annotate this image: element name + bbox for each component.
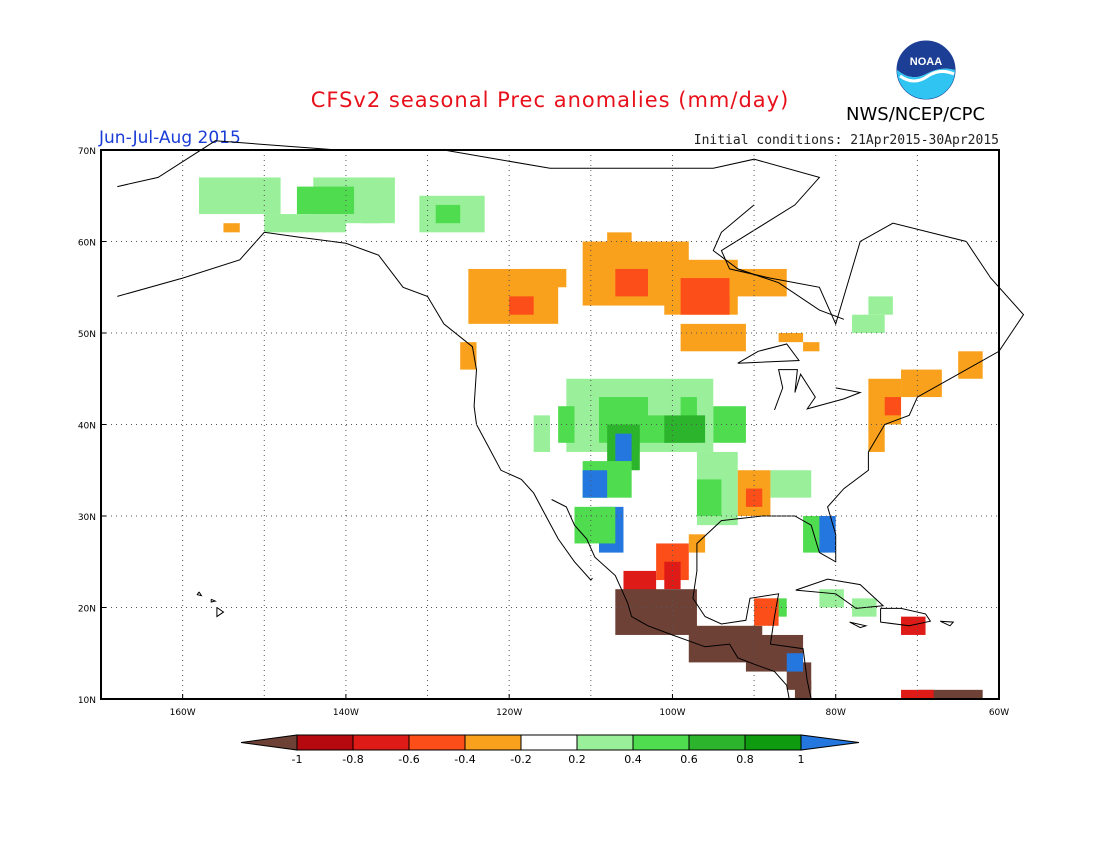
latitude-labels: 70N 60N 50N 40N 30N 20N 10N xyxy=(78,147,106,706)
anomaly-cell xyxy=(754,598,779,626)
anomaly-cell xyxy=(852,314,885,333)
coastline xyxy=(880,607,932,627)
anomaly-cell xyxy=(607,232,632,260)
colorbar-bin xyxy=(744,734,802,751)
colorbar-tick-label: -0.8 xyxy=(342,753,363,766)
anomaly-cell xyxy=(745,488,763,507)
logo-text: NOAA xyxy=(910,56,942,68)
noaa-logo: NOAA xyxy=(896,40,956,100)
anomaly-cell xyxy=(696,479,722,516)
colorbar-bin xyxy=(520,734,578,751)
anomaly-cell xyxy=(435,204,461,224)
anomaly-cell xyxy=(786,653,804,672)
anomaly-cell xyxy=(525,268,567,288)
coastlines xyxy=(117,140,1025,700)
anomaly-cell xyxy=(533,415,550,452)
anomaly-cell xyxy=(901,616,926,635)
coastline xyxy=(737,343,800,364)
longitude-label: 80W xyxy=(826,708,846,718)
colorbar-bin xyxy=(632,734,690,751)
anomaly-cell xyxy=(615,268,648,297)
coastline xyxy=(117,140,1025,700)
colorbar-tick-label: 0.6 xyxy=(680,753,698,766)
anomaly-cell xyxy=(917,689,983,699)
initial-conditions-label: Initial conditions: 21Apr2015-30Apr2015 xyxy=(693,133,999,148)
coastline xyxy=(216,607,225,618)
anomaly-cell xyxy=(264,214,346,233)
coastline xyxy=(939,620,955,627)
map-title: CFSv2 seasonal Prec anomalies (mm/day) xyxy=(310,88,790,112)
anomaly-cell xyxy=(901,369,942,398)
longitude-label: 140W xyxy=(333,708,359,718)
latitude-label: 60N xyxy=(78,239,96,249)
colorbar-tick-label: -0.6 xyxy=(398,753,419,766)
anomaly-cell xyxy=(296,186,355,215)
longitude-label: 120W xyxy=(496,708,522,718)
anomaly-cell xyxy=(713,406,746,443)
colorbar-tick-label: -1 xyxy=(292,753,303,766)
colorbar: -1 -0.8 -0.6 -0.4 -0.2 0.2 0.4 0.6 0.8 1 xyxy=(240,734,860,766)
anomaly-cell xyxy=(509,296,534,315)
anomaly-cell xyxy=(794,680,812,699)
colorbar-tick-label: 0.8 xyxy=(736,753,754,766)
colorbar-bin xyxy=(464,734,522,751)
latitude-label: 20N xyxy=(78,605,96,615)
coastline xyxy=(196,591,203,597)
coastline xyxy=(551,499,790,700)
anomaly-cell xyxy=(958,351,983,379)
coastline xyxy=(210,598,217,603)
colorbar-bin xyxy=(408,734,466,751)
anomaly-cell xyxy=(819,589,844,608)
anomaly-cell xyxy=(819,516,836,553)
latitude-label: 30N xyxy=(78,513,96,523)
colorbar-bin xyxy=(688,734,746,751)
anomaly-cell xyxy=(664,415,706,443)
anomaly-cell xyxy=(362,177,395,224)
anomaly-cell xyxy=(198,177,281,215)
coastline xyxy=(117,231,593,581)
coastline xyxy=(795,578,885,609)
colorbar-left-arrow xyxy=(240,734,298,751)
colorbar-bin xyxy=(352,734,410,751)
anomaly-cell xyxy=(778,333,804,343)
longitude-label: 60W xyxy=(989,708,1009,718)
anomaly-cell xyxy=(615,589,697,635)
anomaly-cell xyxy=(868,296,893,315)
colorbar-right-arrow xyxy=(800,734,860,751)
coastline xyxy=(774,369,863,411)
anomaly-cell xyxy=(647,387,681,416)
latitude-label: 50N xyxy=(78,330,96,340)
colorbar-tick-label: 0.4 xyxy=(624,753,642,766)
colorbar-tick-label: -0.2 xyxy=(510,753,531,766)
anomaly-cell xyxy=(582,470,608,498)
coastline xyxy=(849,621,868,629)
colorbar-bin xyxy=(576,734,634,751)
anomaly-cell xyxy=(884,397,902,416)
anomaly-cell xyxy=(770,470,812,498)
colorbar-tick-label: 0.2 xyxy=(568,753,586,766)
anomaly-cell xyxy=(680,323,746,352)
colorbar-tick-label: 1 xyxy=(798,753,805,766)
anomaly-patches xyxy=(198,177,983,699)
latitude-label: 70N xyxy=(78,147,96,157)
colorbar-bin xyxy=(296,734,354,751)
longitude-label: 100W xyxy=(659,708,685,718)
season-label: Jun-Jul-Aug 2015 xyxy=(99,128,241,148)
anomaly-cell xyxy=(803,342,820,352)
latitude-label: 40N xyxy=(78,422,96,432)
anomaly-cell xyxy=(680,278,730,315)
colorbar-tick-label: -0.4 xyxy=(454,753,475,766)
anomaly-cell xyxy=(223,223,240,233)
anomaly-cell xyxy=(615,433,632,462)
anomaly-cell xyxy=(901,689,934,699)
latitude-label: 10N xyxy=(78,696,96,706)
agency-label: NWS/NCEP/CPC xyxy=(846,104,986,125)
longitude-label: 160W xyxy=(170,708,196,718)
anomaly-cell xyxy=(574,506,616,544)
coastline xyxy=(712,204,845,320)
longitude-labels: 160W 140W 120W 100W 80W 60W xyxy=(170,694,1009,718)
